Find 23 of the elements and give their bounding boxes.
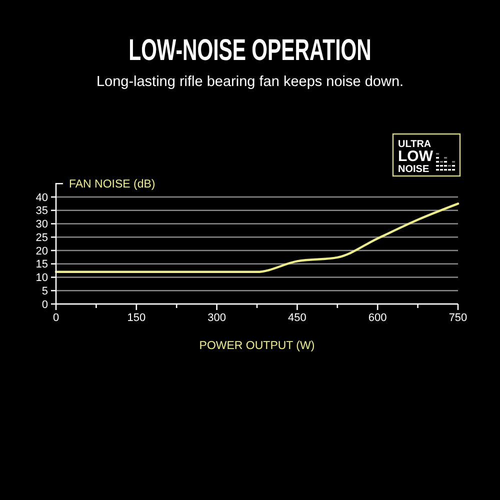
text: LOW [398,148,434,165]
y-tick-label: 40 [36,192,48,204]
x-tick-label: 600 [368,312,387,324]
line-series [54,202,460,273]
y-tick-label: 0 [42,298,48,311]
y-tick-label: 15 [36,258,48,271]
y-axis-title: FAN NOISE (dB) [69,178,156,191]
y-tick-label: 25 [36,232,48,244]
x-tick-label: 300 [208,312,226,324]
chart-title: LOW-NOISE OPERATION [128,34,372,68]
y-tick-label: 10 [36,272,48,284]
x-tick-label: 450 [288,312,306,324]
chart-subtitle: Long-lasting rifle bearing fan keeps noise down. [96,74,404,90]
x-axis-title: POWER OUTPUT (W) [199,340,315,352]
y-tick-label: 35 [36,205,48,218]
text: ULTRA [398,139,432,150]
x-tick-label: 0 [52,312,60,324]
text: NOISE [398,164,430,175]
x-tick-label: 150 [127,312,146,324]
y-tick-label: 20 [36,245,48,258]
y-tick-label: 30 [36,218,48,231]
x-tick-label: 750 [448,312,468,324]
y-tick-label: 5 [42,285,48,298]
